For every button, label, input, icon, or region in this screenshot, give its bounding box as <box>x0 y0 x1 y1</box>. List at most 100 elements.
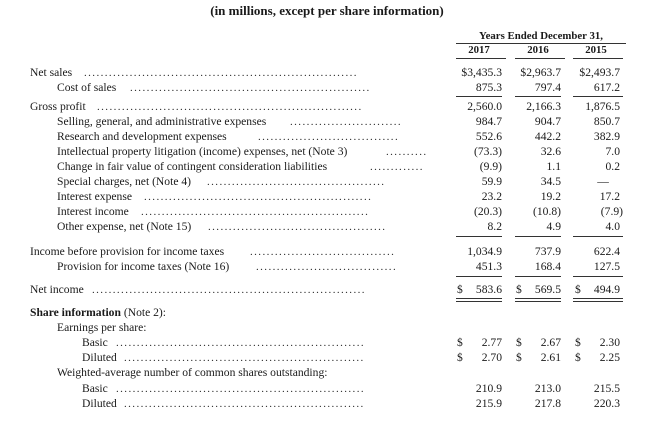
value-2017: 875.3 <box>475 81 502 94</box>
value-2016: 213.0 <box>534 382 561 395</box>
dollar-sign: $ <box>457 283 463 296</box>
dot-leader: ........................................… <box>116 383 365 395</box>
dot-leader: .................................. <box>258 131 400 143</box>
row-other-expense: ........................................… <box>0 220 654 234</box>
share-info-note: (Note 2): <box>120 306 167 319</box>
value-2015: 1,876.5 <box>585 100 620 113</box>
row-wa-basic: ........................................… <box>0 382 654 396</box>
dot-leader: ........................................… <box>92 284 366 296</box>
dot-leader: .................................. <box>256 261 398 273</box>
dot-leader: ............. <box>370 161 424 173</box>
dollar-sign: $ <box>457 336 463 349</box>
row-eps-basic: ........................................… <box>0 336 654 350</box>
dot-leader: ................................... <box>250 246 396 258</box>
value-2016: 19.2 <box>540 190 561 203</box>
dot-leader: ........................................… <box>97 101 363 113</box>
value-2015: 382.9 <box>593 130 620 143</box>
row-research-development: .................................. Resea… <box>0 130 654 144</box>
row-label: Research and development expenses <box>57 130 230 144</box>
row-interest-expense: ........................................… <box>0 190 654 204</box>
dot-leader: ........................................… <box>130 82 371 94</box>
row-provision-taxes: .................................. Provi… <box>0 260 654 274</box>
dollar-sign: $ <box>516 283 522 296</box>
value-2017: 210.9 <box>475 382 502 395</box>
row-label: Special charges, net (Note 4) <box>57 175 195 189</box>
row-contingent-consideration: ............. Change in fair value of co… <box>0 160 654 174</box>
row-ip-litigation: .......... Intellectual property litigat… <box>0 145 654 159</box>
subtotal-rule <box>573 96 623 97</box>
value-2017: (20.3) <box>473 205 502 218</box>
value-2017: 8.2 <box>487 220 503 233</box>
row-label: Basic <box>82 382 111 396</box>
value-2016: 1.1 <box>546 160 562 173</box>
value-2016: 168.4 <box>534 260 561 273</box>
row-share-information: Share information (Note 2): <box>0 306 654 320</box>
total-double-rule <box>456 298 502 302</box>
value-2015: $2,493.7 <box>579 66 620 79</box>
total-double-rule <box>573 298 623 302</box>
value-2017: 2.77 <box>481 336 502 349</box>
year-2017-header: 2017 <box>468 44 490 56</box>
value-2016: 2.67 <box>540 336 561 349</box>
dot-leader: ........................... <box>290 116 403 128</box>
row-gross-profit: ........................................… <box>0 100 654 114</box>
value-2016: 32.6 <box>540 145 561 158</box>
row-label: Other expense, net (Note 15) <box>57 220 195 234</box>
value-2016: 34.5 <box>540 175 561 188</box>
row-label: Provision for income taxes (Note 16) <box>57 260 233 274</box>
statement-subtitle: (in millions, except per share informati… <box>210 3 444 18</box>
year-2016-header: 2016 <box>527 44 549 56</box>
value-2015: 220.3 <box>593 397 620 410</box>
value-2017: 2,560.0 <box>467 100 502 113</box>
value-2016: 442.2 <box>534 130 561 143</box>
value-2016: 797.4 <box>534 81 561 94</box>
period-header-rule <box>456 43 626 44</box>
value-2017: 552.6 <box>475 130 502 143</box>
subtotal-rule <box>515 96 561 97</box>
dot-leader: ........................................… <box>124 398 365 410</box>
weighted-average-header: Weighted-average number of common shares… <box>57 366 331 380</box>
subtotal-rule <box>515 276 561 277</box>
row-label: Net sales <box>30 66 76 80</box>
dollar-sign: $ <box>575 351 581 364</box>
value-2015: 215.5 <box>593 382 620 395</box>
value-2015: — <box>597 175 609 188</box>
value-2015: 622.4 <box>593 245 620 258</box>
dot-leader: ........................................… <box>144 191 373 203</box>
value-2016: 217.8 <box>534 397 561 410</box>
period-header: Years Ended December 31, <box>479 30 603 42</box>
row-net-sales: ........................................… <box>0 66 654 80</box>
value-2017: 23.2 <box>481 190 502 203</box>
dot-leader: ........................................… <box>84 67 358 79</box>
value-2017: (9.9) <box>479 160 502 173</box>
dollar-sign: $ <box>575 336 581 349</box>
value-2015: 2.30 <box>599 336 620 349</box>
row-wa-diluted: ........................................… <box>0 397 654 411</box>
dollar-sign: $ <box>575 283 581 296</box>
value-2016: 904.7 <box>534 115 561 128</box>
value-2017: 1,034.9 <box>467 245 502 258</box>
subtotal-rule <box>573 276 623 277</box>
row-label: Interest expense <box>57 190 136 204</box>
value-2016: (10.8) <box>532 205 561 218</box>
value-2017: 984.7 <box>475 115 502 128</box>
row-sga: ........................... Selling, gen… <box>0 115 654 129</box>
value-2015: 17.2 <box>599 190 620 203</box>
year-2015-rule <box>573 58 623 59</box>
value-2015: 7.0 <box>605 145 621 158</box>
value-2016: $2,963.7 <box>520 66 561 79</box>
value-2015: 127.5 <box>593 260 620 273</box>
value-2016: 4.9 <box>546 220 562 233</box>
row-eps-header: Earnings per share: <box>0 321 654 335</box>
row-label: Basic <box>82 336 111 350</box>
value-2017: 215.9 <box>475 397 502 410</box>
value-2015: 494.9 <box>593 283 620 296</box>
row-label: Intellectual property litigation (income… <box>57 145 351 159</box>
value-2016: 2.61 <box>540 351 561 364</box>
value-2015: 850.7 <box>593 115 620 128</box>
value-2017: $3,435.3 <box>461 66 502 79</box>
row-label: Net income <box>30 283 87 297</box>
row-label: Income before provision for income taxes <box>30 245 228 259</box>
subtotal-rule <box>573 236 623 237</box>
row-special-charges: ........................................… <box>0 175 654 189</box>
